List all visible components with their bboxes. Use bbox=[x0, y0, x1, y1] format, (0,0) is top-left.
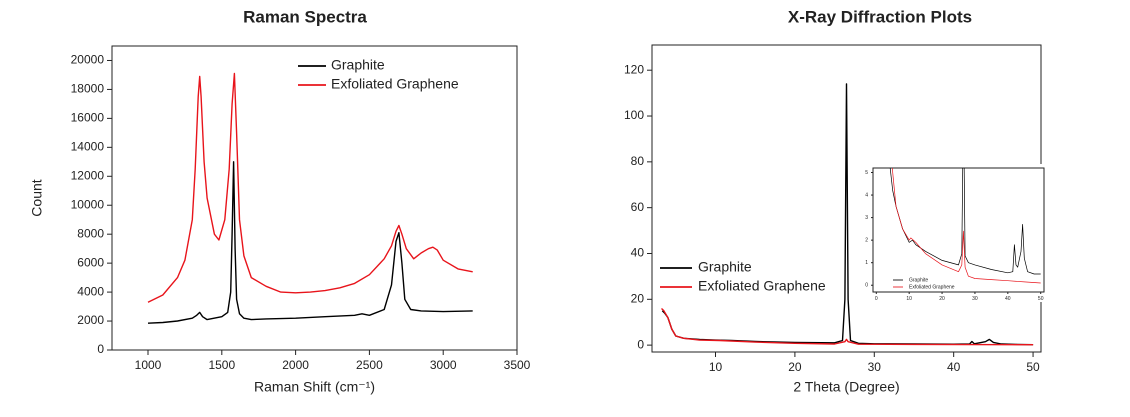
data-line bbox=[147, 72, 473, 303]
y-tick-label: 2000 bbox=[77, 313, 104, 327]
y-axis-label: Count bbox=[29, 179, 45, 216]
x-tick-label: 50 bbox=[1026, 360, 1040, 374]
x-tick-label: 1000 bbox=[135, 358, 162, 372]
y-tick-label: 20 bbox=[631, 291, 645, 305]
x-tick-label: 3000 bbox=[430, 358, 457, 372]
y-tick-label: 120 bbox=[624, 62, 644, 76]
y-tick-label: 0 bbox=[97, 342, 104, 356]
y-tick-label: 0 bbox=[865, 283, 868, 289]
x-tick-label: 10 bbox=[906, 296, 912, 302]
plot-frame bbox=[111, 45, 518, 351]
inset-background bbox=[859, 164, 1048, 302]
y-tick-label: 80 bbox=[631, 154, 645, 168]
x-tick-label: 0 bbox=[875, 296, 878, 302]
y-tick-label: 40 bbox=[631, 246, 645, 260]
chart-title: Raman Spectra bbox=[243, 7, 367, 26]
data-line bbox=[661, 307, 1034, 346]
legend-label: Graphite bbox=[331, 57, 385, 73]
y-tick-label: 12000 bbox=[71, 168, 105, 182]
legend-label: Exfoliated Graphene bbox=[909, 284, 955, 290]
x-tick-label: 2500 bbox=[356, 358, 383, 372]
x-tick-label: 10 bbox=[709, 360, 723, 374]
legend-label: Graphite bbox=[909, 277, 928, 283]
y-tick-label: 4000 bbox=[77, 284, 104, 298]
x-axis-label: Raman Shift (cm⁻¹) bbox=[254, 379, 375, 395]
y-tick-label: 4 bbox=[865, 192, 868, 198]
legend-label: Exfoliated Graphene bbox=[698, 278, 826, 294]
y-tick-label: 5 bbox=[865, 170, 868, 176]
x-tick-label: 30 bbox=[972, 296, 978, 302]
x-tick-label: 1500 bbox=[208, 358, 235, 372]
legend-label: Exfoliated Graphene bbox=[331, 76, 459, 92]
y-tick-label: 10000 bbox=[71, 197, 105, 211]
y-tick-label: 14000 bbox=[71, 140, 105, 154]
x-tick-label: 20 bbox=[788, 360, 802, 374]
y-tick-label: 1 bbox=[865, 260, 868, 266]
x-tick-label: 40 bbox=[947, 360, 961, 374]
y-tick-label: 8000 bbox=[77, 226, 104, 240]
x-tick-label: 40 bbox=[1005, 296, 1011, 302]
y-tick-label: 18000 bbox=[71, 82, 105, 96]
y-tick-label: 2 bbox=[865, 237, 868, 243]
chart-title: X-Ray Diffraction Plots bbox=[788, 7, 972, 26]
x-tick-label: 3500 bbox=[504, 358, 531, 372]
y-tick-label: 60 bbox=[631, 200, 645, 214]
legend-label: Graphite bbox=[698, 259, 752, 275]
x-tick-label: 20 bbox=[939, 296, 945, 302]
x-tick-label: 2000 bbox=[282, 358, 309, 372]
y-tick-label: 3 bbox=[865, 215, 868, 221]
y-tick-label: 16000 bbox=[71, 111, 105, 125]
data-line bbox=[147, 161, 473, 324]
x-tick-label: 30 bbox=[868, 360, 882, 374]
plot-frame bbox=[872, 167, 1045, 293]
y-tick-label: 20000 bbox=[71, 53, 105, 67]
x-axis-label: 2 Theta (Degree) bbox=[793, 379, 899, 395]
y-tick-label: 6000 bbox=[77, 255, 104, 269]
data-line bbox=[892, 168, 1041, 284]
x-tick-label: 50 bbox=[1038, 296, 1044, 302]
y-tick-label: 100 bbox=[624, 108, 644, 122]
y-tick-label: 0 bbox=[637, 337, 644, 351]
